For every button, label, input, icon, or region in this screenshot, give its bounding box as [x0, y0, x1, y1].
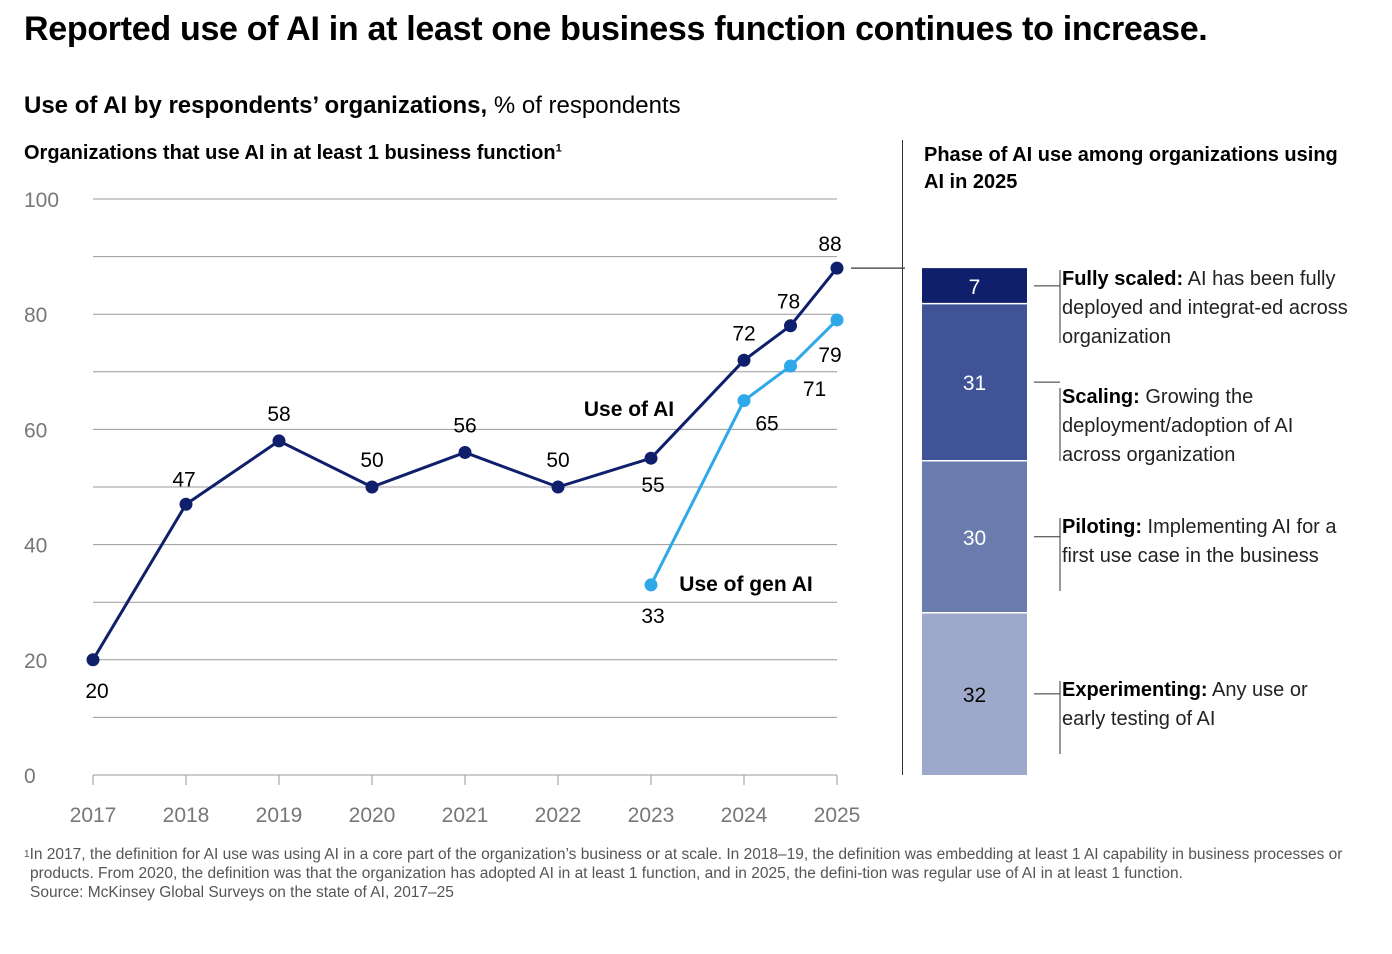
- data-point: [737, 353, 751, 367]
- data-point: [784, 319, 797, 333]
- data-label: 55: [641, 474, 664, 497]
- stack-segment: [922, 460, 1027, 613]
- data-label: 65: [755, 413, 778, 436]
- segment-description: Scaling: Growing the deployment/adoption…: [1062, 383, 1352, 470]
- subtitle-unit: % of respondents: [487, 92, 681, 119]
- source-note: Source: McKinsey Global Surveys on the s…: [30, 884, 454, 901]
- data-label: 71: [803, 378, 826, 401]
- panel-divider: [902, 140, 903, 775]
- data-label: 79: [818, 344, 841, 367]
- x-tick-label: 2020: [349, 804, 396, 827]
- data-label: 33: [641, 605, 664, 628]
- data-point: [365, 480, 379, 494]
- data-point: [737, 394, 751, 408]
- segment-name: Fully scaled:: [1062, 268, 1184, 290]
- x-tick-label: 2019: [256, 804, 303, 827]
- chart-canvas: 0 20 40 60 80 100 2017 2018 2019 2020 2021 2022 2023…: [24, 189, 1061, 827]
- data-label: 88: [818, 233, 841, 256]
- data-point: [830, 261, 844, 275]
- segment-description: Experimenting: Any use or early testing …: [1062, 676, 1352, 734]
- footnote-marker: 1: [555, 142, 562, 155]
- data-point: [830, 313, 844, 327]
- data-point: [272, 434, 286, 448]
- segment-description: Piloting: Implementing AI for a first us…: [1062, 513, 1352, 571]
- x-tick-label: 2023: [628, 804, 675, 827]
- footnotes: 1In 2017, the definition for AI use was …: [24, 845, 1344, 902]
- subtitle-bold: Use of AI by respondents’ organizations,: [24, 92, 488, 119]
- stack-segment: [922, 268, 1027, 304]
- data-point: [458, 445, 472, 459]
- segment-value-label: 32: [963, 684, 986, 707]
- data-label: 56: [453, 414, 476, 437]
- stack-segment: [922, 612, 1027, 775]
- y-tick-label: 60: [24, 419, 47, 442]
- y-tick-label: 40: [24, 535, 47, 558]
- data-point: [644, 451, 658, 465]
- segment-value-label: 30: [963, 527, 986, 550]
- x-tick-label: 2018: [163, 804, 210, 827]
- segment-value-label: 32: [963, 684, 986, 707]
- data-label: 58: [267, 403, 290, 426]
- data-label: 47: [172, 468, 195, 491]
- line-panel-title-text: Organizations that use AI in at least 1 …: [24, 142, 556, 164]
- segment-name: Piloting:: [1062, 516, 1142, 538]
- segment-value-label: 31: [963, 372, 986, 395]
- data-point: [551, 480, 565, 494]
- x-tick-label: 2017: [70, 804, 117, 827]
- footnote-marker-bottom: 1: [24, 849, 30, 860]
- segment-value-label: 7: [969, 276, 981, 299]
- x-tick-label: 2021: [442, 804, 489, 827]
- footnote-body: In 2017, the definition for AI use was u…: [29, 846, 1343, 882]
- line-panel-title: Organizations that use AI in at least 1 …: [24, 142, 562, 165]
- data-label: 78: [777, 291, 800, 314]
- segment-name: Scaling:: [1062, 386, 1140, 408]
- series-label-use-of-ai: Use of AI: [584, 398, 674, 421]
- x-tick-label: 2025: [814, 804, 861, 827]
- y-tick-label: 20: [24, 650, 47, 673]
- series-line-use-of-ai: [91, 267, 839, 661]
- segment-description-text: Implementing AI for a first use case in …: [1062, 516, 1337, 567]
- data-label: 72: [732, 322, 755, 345]
- y-tick-label: 0: [24, 765, 36, 788]
- y-tick-label: 80: [24, 304, 47, 327]
- segment-name: Experimenting:: [1062, 679, 1208, 701]
- y-tick-label: 100: [24, 189, 59, 212]
- chart-subtitle: Use of AI by respondents’ organizations,…: [24, 92, 681, 120]
- data-label: 20: [85, 680, 108, 703]
- footnote-text: 1In 2017, the definition for AI use was …: [24, 845, 1344, 883]
- series-line-use-of-gen-ai: [649, 318, 839, 586]
- series-label-use-of-gen-ai: Use of gen AI: [679, 573, 812, 596]
- x-tick-label: 2024: [721, 804, 768, 827]
- data-label: 50: [546, 449, 569, 472]
- stack-segment: [922, 303, 1027, 461]
- segment-description-text: Any use or early testing of AI: [1062, 679, 1308, 730]
- data-point: [784, 359, 797, 373]
- segment-description-text: Growing the deployment/adoption of AI ac…: [1062, 386, 1294, 466]
- x-tick-label: 2022: [535, 804, 582, 827]
- data-point: [644, 578, 658, 592]
- segment-description-text: AI has been fully deployed and integrat-…: [1062, 268, 1348, 348]
- data-label: 50: [360, 449, 383, 472]
- data-point: [86, 653, 100, 667]
- chart-title: Reported use of AI in at least one busin…: [24, 10, 1208, 48]
- phase-panel-title: Phase of AI use among organizations usin…: [924, 144, 1338, 193]
- segment-description: Fully scaled: AI has been fully deployed…: [1062, 265, 1352, 352]
- data-point: [179, 497, 193, 511]
